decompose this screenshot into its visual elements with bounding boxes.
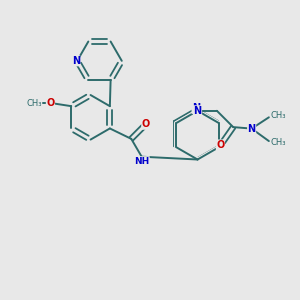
- Text: NH: NH: [134, 157, 149, 166]
- Text: CH₃: CH₃: [270, 111, 286, 120]
- Text: O: O: [142, 119, 150, 129]
- Text: N: N: [192, 103, 200, 113]
- Text: O: O: [216, 140, 225, 150]
- Text: N: N: [194, 106, 202, 116]
- Text: O: O: [46, 98, 55, 108]
- Text: CH₃: CH₃: [26, 99, 42, 108]
- Text: CH₃: CH₃: [270, 138, 286, 147]
- Text: N: N: [72, 56, 80, 66]
- Text: N: N: [248, 124, 256, 134]
